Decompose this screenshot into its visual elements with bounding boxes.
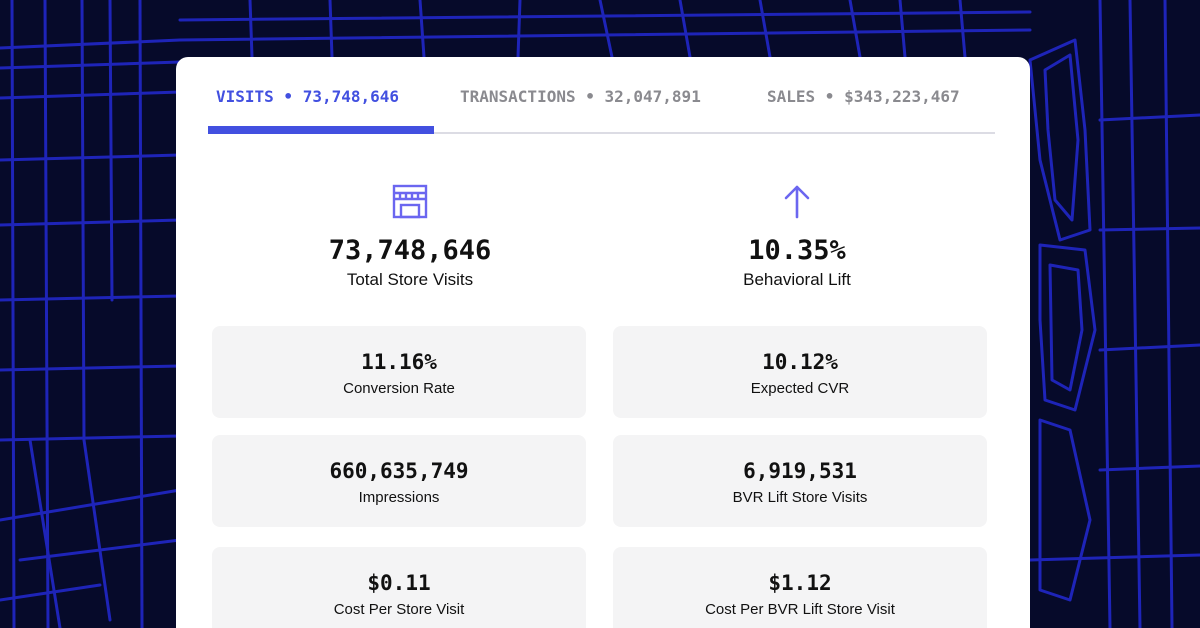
metric-value: 660,635,749 xyxy=(329,459,469,483)
metric-label: Expected CVR xyxy=(750,380,850,397)
metric-label: Cost Per BVR Lift Store Visit xyxy=(705,601,895,618)
tab-transactions[interactable]: TRANSACTIONS • 32,047,891 xyxy=(460,87,701,106)
metrics-card: VISITS • 73,748,646 TRANSACTIONS • 32,04… xyxy=(176,57,1030,628)
tab-sales[interactable]: SALES • $343,223,467 xyxy=(767,87,960,106)
metric-value: 10.12% xyxy=(762,350,838,374)
kpi-value: 10.35% xyxy=(748,235,846,266)
metric-cost-per-bvr-lift-store-visit: $1.12 Cost Per BVR Lift Store Visit xyxy=(613,547,987,628)
kpi-label: Total Store Visits xyxy=(346,270,474,289)
metric-conversion-rate: 11.16% Conversion Rate xyxy=(212,326,586,418)
kpi-total-store-visits: 73,748,646 Total Store Visits xyxy=(220,181,600,290)
metric-label: Impressions xyxy=(358,489,440,506)
kpi-behavioral-lift: 10.35% Behavioral Lift xyxy=(607,181,987,290)
metric-value: $0.11 xyxy=(367,571,431,595)
metric-label: Conversion Rate xyxy=(343,380,455,397)
kpi-value: 73,748,646 xyxy=(328,235,492,266)
metric-bvr-lift-store-visits: 6,919,531 BVR Lift Store Visits xyxy=(613,435,987,527)
kpi-label: Behavioral Lift xyxy=(743,270,851,289)
metric-value: $1.12 xyxy=(768,571,832,595)
arrow-up-icon xyxy=(784,185,810,219)
tab-bar: VISITS • 73,748,646 TRANSACTIONS • 32,04… xyxy=(208,57,995,134)
metric-impressions: 660,635,749 Impressions xyxy=(212,435,586,527)
metric-value: 6,919,531 xyxy=(743,459,857,483)
metric-expected-cvr: 10.12% Expected CVR xyxy=(613,326,987,418)
storefront-icon xyxy=(392,184,428,219)
metric-cost-per-store-visit: $0.11 Cost Per Store Visit xyxy=(212,547,586,628)
metric-value: 11.16% xyxy=(361,350,437,374)
tab-visits[interactable]: VISITS • 73,748,646 xyxy=(216,87,400,106)
active-tab-indicator xyxy=(208,126,434,134)
metric-label: Cost Per Store Visit xyxy=(333,601,465,618)
metric-label: BVR Lift Store Visits xyxy=(732,489,868,506)
